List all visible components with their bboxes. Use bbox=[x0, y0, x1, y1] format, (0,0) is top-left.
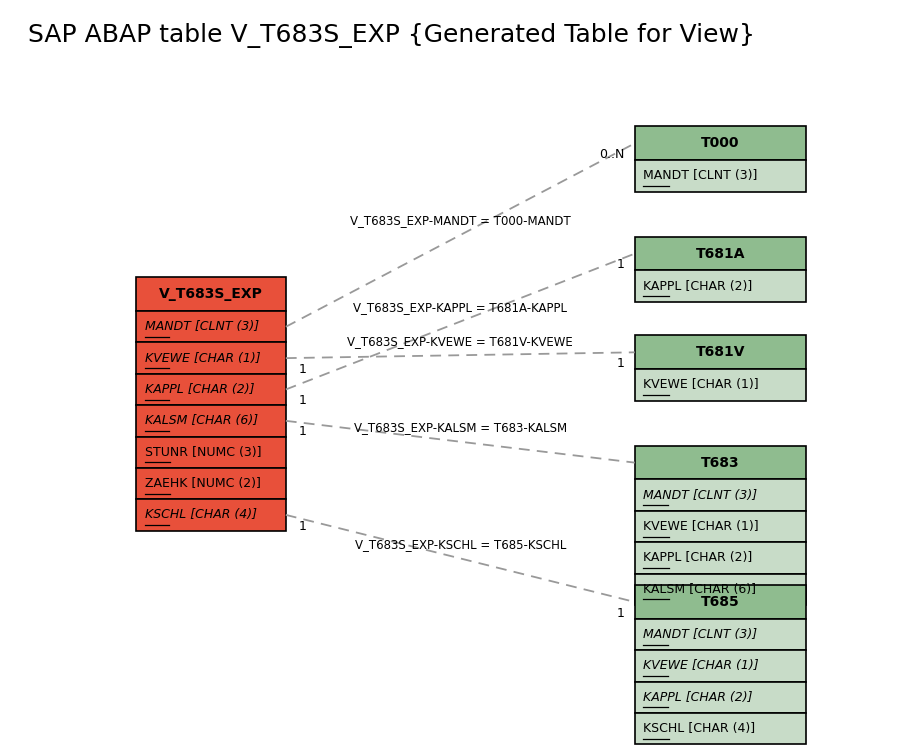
Bar bbox=[136, 467, 286, 499]
Text: T681A: T681A bbox=[696, 247, 745, 261]
Text: KVEWE [CHAR (1)]: KVEWE [CHAR (1)] bbox=[643, 659, 759, 673]
Text: V_T683S_EXP-KAPPL = T681A-KAPPL: V_T683S_EXP-KAPPL = T681A-KAPPL bbox=[353, 301, 567, 314]
Text: KALSM [CHAR (6)]: KALSM [CHAR (6)] bbox=[145, 415, 258, 428]
Text: 1: 1 bbox=[617, 607, 624, 620]
Text: MANDT [CLNT (3)]: MANDT [CLNT (3)] bbox=[643, 170, 758, 182]
Text: T000: T000 bbox=[701, 136, 740, 150]
Text: V_T683S_EXP-KVEWE = T681V-KVEWE: V_T683S_EXP-KVEWE = T681V-KVEWE bbox=[347, 335, 573, 348]
Bar bbox=[635, 446, 806, 480]
Bar bbox=[635, 369, 806, 400]
Bar bbox=[635, 127, 806, 160]
Text: ZAEHK [NUMC (2)]: ZAEHK [NUMC (2)] bbox=[145, 477, 261, 490]
Bar bbox=[635, 619, 806, 650]
Bar bbox=[136, 342, 286, 374]
Text: KALSM [CHAR (6)]: KALSM [CHAR (6)] bbox=[643, 583, 756, 596]
Text: 1: 1 bbox=[617, 259, 624, 271]
Text: KVEWE [CHAR (1)]: KVEWE [CHAR (1)] bbox=[643, 520, 759, 533]
Text: KAPPL [CHAR (2)]: KAPPL [CHAR (2)] bbox=[643, 691, 753, 703]
Bar bbox=[635, 510, 806, 542]
Bar bbox=[635, 237, 806, 271]
Bar bbox=[136, 374, 286, 405]
Bar bbox=[635, 682, 806, 713]
Bar bbox=[136, 311, 286, 342]
Text: KSCHL [CHAR (4)]: KSCHL [CHAR (4)] bbox=[145, 508, 256, 521]
Text: 1: 1 bbox=[617, 357, 624, 370]
Bar bbox=[635, 713, 806, 744]
Text: 1: 1 bbox=[299, 520, 307, 532]
Bar bbox=[136, 405, 286, 437]
Text: MANDT [CLNT (3)]: MANDT [CLNT (3)] bbox=[643, 628, 757, 641]
Text: KAPPL [CHAR (2)]: KAPPL [CHAR (2)] bbox=[643, 280, 753, 293]
Text: T683: T683 bbox=[701, 455, 740, 470]
Text: KVEWE [CHAR (1)]: KVEWE [CHAR (1)] bbox=[643, 379, 759, 391]
Text: V_T683S_EXP: V_T683S_EXP bbox=[159, 287, 263, 302]
Bar bbox=[635, 480, 806, 510]
Text: V_T683S_EXP-KSCHL = T685-KSCHL: V_T683S_EXP-KSCHL = T685-KSCHL bbox=[355, 538, 566, 551]
Text: 0..N: 0..N bbox=[599, 148, 624, 161]
Text: T685: T685 bbox=[701, 595, 740, 609]
Bar bbox=[635, 650, 806, 682]
Bar bbox=[136, 437, 286, 467]
Text: KSCHL [CHAR (4)]: KSCHL [CHAR (4)] bbox=[643, 722, 755, 735]
Text: T681V: T681V bbox=[696, 345, 745, 360]
Bar bbox=[136, 277, 286, 311]
Bar bbox=[635, 160, 806, 192]
Bar bbox=[635, 585, 806, 619]
Text: KAPPL [CHAR (2)]: KAPPL [CHAR (2)] bbox=[145, 383, 255, 396]
Text: V_T683S_EXP-KALSM = T683-KALSM: V_T683S_EXP-KALSM = T683-KALSM bbox=[354, 421, 567, 434]
Bar bbox=[635, 271, 806, 302]
Text: 1: 1 bbox=[299, 363, 307, 375]
Bar bbox=[635, 542, 806, 574]
Text: STUNR [NUMC (3)]: STUNR [NUMC (3)] bbox=[145, 446, 261, 458]
Text: V_T683S_EXP-MANDT = T000-MANDT: V_T683S_EXP-MANDT = T000-MANDT bbox=[350, 214, 571, 228]
Text: MANDT [CLNT (3)]: MANDT [CLNT (3)] bbox=[643, 489, 757, 501]
Text: KAPPL [CHAR (2)]: KAPPL [CHAR (2)] bbox=[643, 551, 753, 564]
Text: SAP ABAP table V_T683S_EXP {Generated Table for View}: SAP ABAP table V_T683S_EXP {Generated Ta… bbox=[28, 23, 754, 48]
Bar bbox=[635, 574, 806, 605]
Text: MANDT [CLNT (3)]: MANDT [CLNT (3)] bbox=[145, 320, 259, 333]
Text: 1: 1 bbox=[299, 425, 307, 439]
Text: KVEWE [CHAR (1)]: KVEWE [CHAR (1)] bbox=[145, 351, 260, 365]
Text: 1: 1 bbox=[299, 394, 307, 407]
Bar bbox=[635, 336, 806, 369]
Bar bbox=[136, 499, 286, 531]
